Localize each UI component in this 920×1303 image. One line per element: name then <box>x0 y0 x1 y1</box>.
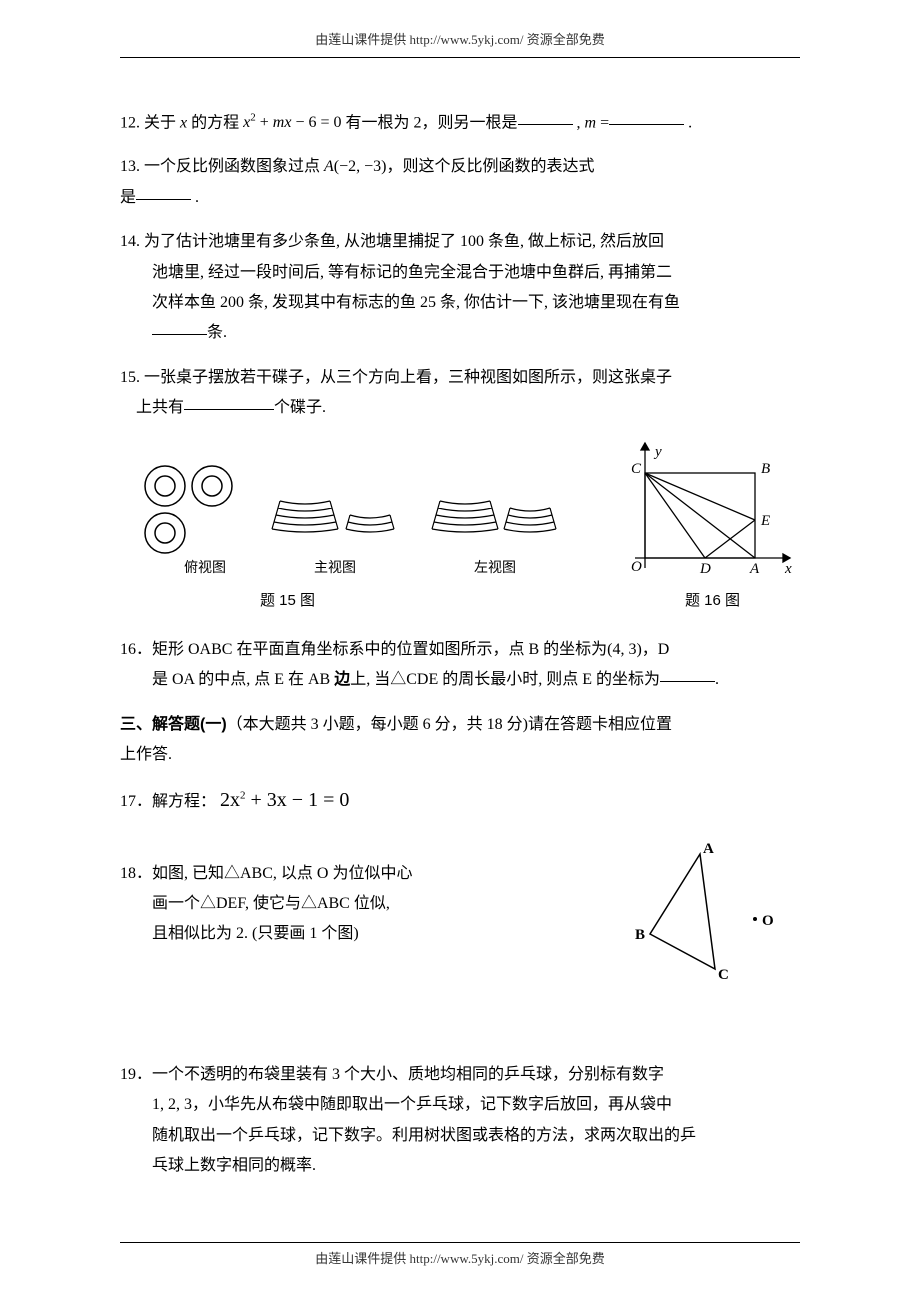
question-14: 14. 为了估计池塘里有多少条鱼, 从池塘里捕捉了 100 条鱼, 做上标记, … <box>120 227 800 349</box>
q15-l2: 上共有 个碟子. <box>120 393 800 423</box>
top-view: 俯视图 <box>140 461 240 583</box>
q12-m: m = <box>585 114 610 131</box>
q19-l4: 乓球上数字相同的概率. <box>120 1151 800 1181</box>
front-view-label: 主视图 <box>314 556 356 583</box>
q12-mid1: 的方程 <box>187 114 243 131</box>
q12-equation: x2 + mx − 6 = 0 <box>243 114 341 131</box>
lbl-c: C <box>718 967 729 983</box>
q12-prefix: 12. 关于 <box>120 114 180 131</box>
question-12: 12. 关于 x 的方程 x2 + mx − 6 = 0 有一根为 2，则另一根… <box>120 108 800 139</box>
blank-e <box>660 664 715 682</box>
sec3-rest: （本大题共 3 小题，每小题 6 分，共 18 分)请在答题卡相应位置 <box>227 716 672 733</box>
q19-l3: 随机取出一个乒乓球，记下数字。利用树状图或表格的方法，求两次取出的乒 <box>120 1121 800 1151</box>
figures-row: 俯视图 主视图 左视图 <box>140 438 800 583</box>
blank-fish <box>152 317 207 335</box>
lbl-b: B <box>635 927 645 943</box>
blank-root <box>518 107 573 125</box>
q13-coords: (−2, −3) <box>334 158 387 175</box>
sec3-l2: 上作答. <box>120 740 800 770</box>
figure-captions: 题 15 图 题 16 图 <box>120 587 800 616</box>
question-15: 15. 一张桌子摆放若干碟子，从三个方向上看，三种视图如图所示，则这张桌子 上共… <box>120 363 800 424</box>
blank-expr <box>136 182 191 200</box>
q13-l2: 是 <box>120 189 136 206</box>
left-view: 左视图 <box>430 481 560 583</box>
q13-l1a: 13. 一个反比例函数图象过点 <box>120 158 324 175</box>
q15-l1: 15. 一张桌子摆放若干碟子，从三个方向上看，三种视图如图所示，则这张桌子 <box>120 363 800 393</box>
q16-l1: 16．矩形 OABC 在平面直角坐标系中的位置如图所示，点 B 的坐标为(4, … <box>120 635 800 665</box>
q16-period: . <box>715 671 719 688</box>
q14-l3: 次样本鱼 200 条, 发现其中有标志的鱼 25 条, 你估计一下, 该池塘里现… <box>120 288 800 318</box>
q16-l2a: 是 OA 的中点, 点 E 在 AB <box>152 671 334 688</box>
left-view-svg <box>430 481 560 556</box>
q14-l4suffix: 条. <box>207 324 227 341</box>
blank-dishes <box>184 392 274 410</box>
pt-o: O <box>631 559 642 575</box>
q13-a: A <box>324 158 334 175</box>
pt-c: C <box>631 461 642 477</box>
blank-m <box>609 107 684 125</box>
q18-figure: A B C O <box>600 839 800 1000</box>
q14-l2: 池塘里, 经过一段时间后, 等有标记的鱼完全混合于池塘中鱼群后, 再捕第二 <box>120 258 800 288</box>
q15-figures: 俯视图 主视图 左视图 <box>140 461 560 583</box>
q14-l4: 条. <box>120 318 800 348</box>
q12-mid2: 有一根为 2，则另一根是 <box>341 114 517 131</box>
caption-15: 题 15 图 <box>260 587 315 616</box>
left-view-label: 左视图 <box>474 556 516 583</box>
q18-l1: 18．如图, 已知△ABC, 以点 O 为位似中心 <box>120 859 600 889</box>
pt-a: A <box>749 561 760 577</box>
question-17: 17．解方程： 2x2 + 3x − 1 = 0 <box>120 781 800 819</box>
caption-16: 题 16 图 <box>685 587 740 616</box>
q18-l3: 且相似比为 2. (只要画 1 个图) <box>120 919 600 949</box>
q13-l1b: ，则这个反比例函数的表达式 <box>387 158 595 175</box>
top-view-label: 俯视图 <box>184 556 226 583</box>
q12-comma: , <box>573 114 585 131</box>
q19-l1: 19．一个不透明的布袋里装有 3 个大小、质地均相同的乒乓球，分别标有数字 <box>120 1060 800 1090</box>
coord-svg: y x C B E O D A <box>615 438 800 583</box>
q14-l1: 14. 为了估计池塘里有多少条鱼, 从池塘里捕捉了 100 条鱼, 做上标记, … <box>120 227 800 257</box>
q13-period: . <box>191 189 199 206</box>
q16-figure: y x C B E O D A <box>615 438 800 583</box>
q16-l2b: 上, 当△CDE 的周长最小时, 则点 E 的坐标为 <box>350 671 660 688</box>
section-3-head: 三、解答题(一)（本大题共 3 小题，每小题 6 分，共 18 分)请在答题卡相… <box>120 710 800 771</box>
q16-l2: 是 OA 的中点, 点 E 在 AB 边上, 当△CDE 的周长最小时, 则点 … <box>120 665 800 695</box>
q17-prefix: 17．解方程： <box>120 793 216 810</box>
front-view: 主视图 <box>270 481 400 583</box>
question-16: 16．矩形 OABC 在平面直角坐标系中的位置如图所示，点 B 的坐标为(4, … <box>120 635 800 696</box>
question-18: 18．如图, 已知△ABC, 以点 O 为位似中心 画一个△DEF, 使它与△A… <box>120 859 800 1000</box>
q17-eq: 2x2 + 3x − 1 = 0 <box>220 789 349 811</box>
q16-bian: 边 <box>334 671 350 688</box>
pt-b: B <box>761 461 770 477</box>
q12-period: . <box>684 114 692 131</box>
lbl-a: A <box>703 841 714 857</box>
page-footer: 由莲山课件提供 http://www.5ykj.com/ 资源全部免费 <box>120 1242 800 1276</box>
sec3-bold: 三、解答题(一) <box>120 716 227 733</box>
top-view-svg <box>140 461 240 556</box>
q19-l2: 1, 2, 3，小华先从布袋中随即取出一个乒乓球，记下数字后放回，再从袋中 <box>120 1090 800 1120</box>
page-header: 由莲山课件提供 http://www.5ykj.com/ 资源全部免费 <box>120 28 800 58</box>
front-view-svg <box>270 481 400 556</box>
q15-l2suffix: 个碟子. <box>274 399 326 416</box>
axis-y: y <box>653 444 662 460</box>
pt-e: E <box>760 513 770 529</box>
question-19: 19．一个不透明的布袋里装有 3 个大小、质地均相同的乒乓球，分别标有数字 1,… <box>120 1060 800 1182</box>
q15-l2prefix: 上共有 <box>136 399 184 416</box>
lbl-o: O <box>762 913 774 929</box>
question-13: 13. 一个反比例函数图象过点 A(−2, −3)，则这个反比例函数的表达式 是… <box>120 152 800 213</box>
q18-l2: 画一个△DEF, 使它与△ABC 位似, <box>120 889 600 919</box>
axis-x: x <box>784 561 792 577</box>
pt-d: D <box>699 561 711 577</box>
